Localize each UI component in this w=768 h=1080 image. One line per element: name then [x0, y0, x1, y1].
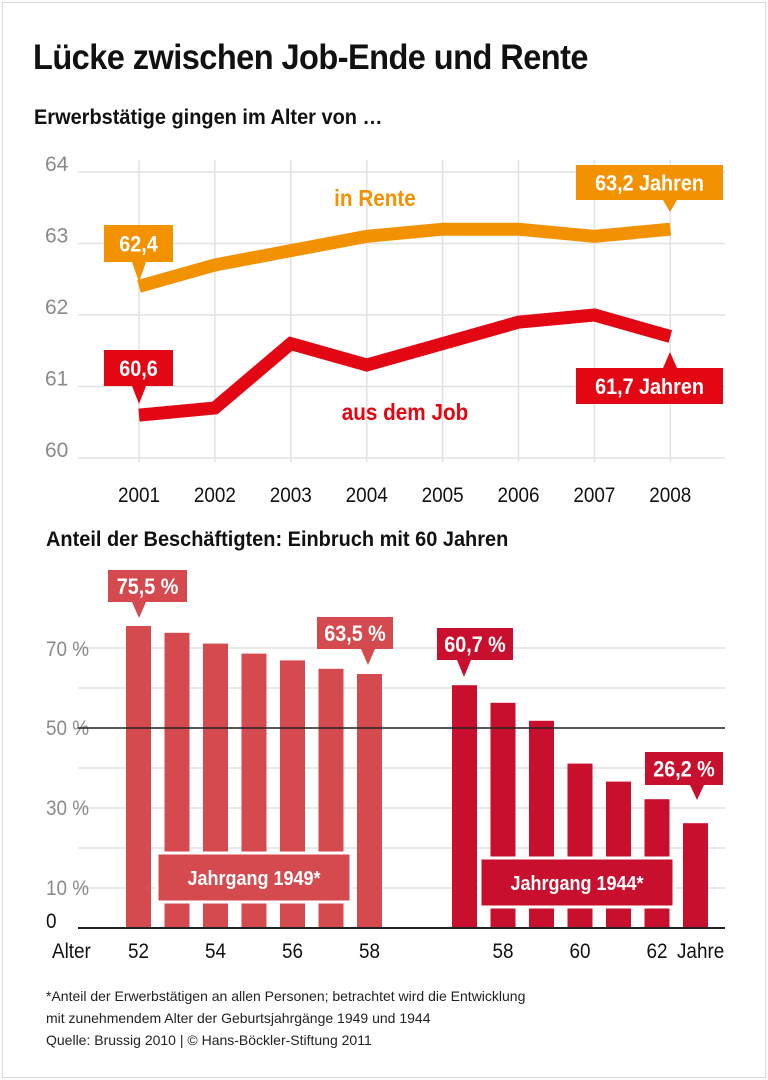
x-tick-label: 2007 [573, 484, 615, 507]
x-tick-label: 2005 [422, 484, 464, 507]
x-tick-label: 2006 [497, 484, 539, 507]
start-label-rente-box [104, 225, 173, 282]
bar-label-last-1949-text: 63,5 % [324, 622, 386, 646]
end-label-job-box [576, 352, 723, 404]
bar-label-first-1944-text: 60,7 % [444, 633, 506, 657]
end-label-rente-box [576, 165, 723, 212]
line-chart-title: Erwerbstätige gingen im Alter von … [34, 106, 383, 129]
x-tick-label: 60 [569, 940, 590, 963]
legend-box-1944 [478, 856, 676, 909]
x-tick-label: 52 [128, 940, 149, 963]
series-label-rente: in Rente [334, 185, 416, 211]
legend-label-1944: Jahrgang 1944* [511, 873, 645, 895]
y-tick-label: 70 % [46, 638, 89, 661]
bar-label-last-1944-text: 26,2 % [653, 758, 715, 782]
x-tick-label: 2008 [649, 484, 691, 507]
bar-label-first-1944-box [437, 628, 513, 677]
x-tick-label: 56 [282, 940, 303, 963]
footnote-line-2: mit zunehmendem Alter der Geburtsjahrgän… [46, 1010, 431, 1026]
bar-label-last-1949-box [317, 617, 393, 665]
x-tick-label: 2001 [118, 484, 160, 507]
series-line-0 [137, 222, 671, 293]
page-title: Lücke zwischen Job-Ende und Rente [33, 38, 588, 77]
series-line-1 [138, 308, 673, 422]
y-tick-label: 63 [45, 225, 68, 248]
x-tick-label: 2004 [346, 484, 388, 507]
start-label-job-text: 60,6 [119, 357, 158, 381]
y-tick-label: 10 % [46, 877, 89, 900]
footnote-line-1: *Anteil der Erwerbstätigen an allen Pers… [46, 988, 526, 1004]
y-tick-label: 61 [45, 368, 68, 391]
y-tick-label: 64 [45, 153, 69, 176]
x-tick-label: 62 [646, 940, 667, 963]
y-tick-label: 0 [46, 910, 57, 933]
y-tick-label: 30 % [46, 797, 89, 820]
x-tick-label: 54 [205, 940, 226, 963]
series-label-job: aus dem Job [342, 399, 469, 425]
x-tick-label: 2003 [270, 484, 312, 507]
end-label-rente-text: 63,2 Jahren [595, 172, 704, 196]
start-label-job-box [104, 350, 173, 404]
x-axis-unit: Jahre [677, 940, 724, 963]
bar-52 [126, 626, 151, 928]
bar-63 [683, 823, 708, 928]
bar-58 [357, 674, 382, 928]
y-tick-label: 50 % [46, 717, 89, 740]
bar-label-first-1949-box [108, 570, 187, 618]
bar-57 [452, 685, 477, 928]
x-tick-label: 58 [492, 940, 513, 963]
legend-box-1949 [155, 851, 353, 904]
end-label-job-text: 61,7 Jahren [595, 375, 704, 399]
y-tick-label: 60 [45, 439, 68, 462]
x-axis-label: Alter [52, 940, 91, 963]
bar-chart-title: Anteil der Beschäftigten: Einbruch mit 6… [46, 528, 509, 551]
x-tick-label: 58 [359, 940, 380, 963]
start-label-rente-text: 62,4 [119, 233, 158, 257]
bar-label-first-1949-text: 75,5 % [117, 575, 179, 599]
x-tick-label: 2002 [194, 484, 236, 507]
bar-label-last-1944-box [645, 752, 723, 800]
y-tick-label: 62 [45, 296, 68, 319]
source-line: Quelle: Brussig 2010 | © Hans-Böckler-St… [46, 1032, 372, 1048]
legend-label-1949: Jahrgang 1949* [188, 868, 322, 890]
